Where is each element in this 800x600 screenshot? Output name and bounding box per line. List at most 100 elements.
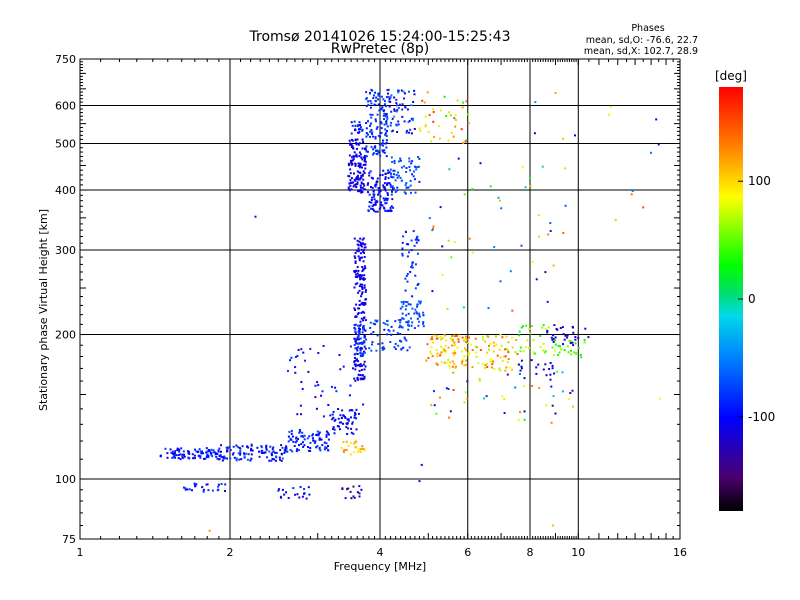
data-point <box>370 116 373 119</box>
data-point <box>471 251 474 254</box>
data-point <box>547 233 550 236</box>
data-point <box>406 301 409 304</box>
data-point <box>547 326 550 329</box>
data-point <box>452 351 455 354</box>
x-tick-label: 16 <box>673 546 687 559</box>
data-point <box>366 150 369 153</box>
data-point <box>206 483 209 486</box>
data-point <box>278 456 281 459</box>
data-point <box>408 160 411 163</box>
data-point <box>359 323 362 326</box>
data-point <box>326 431 329 434</box>
data-point <box>332 410 335 413</box>
data-point <box>307 449 310 452</box>
data-point <box>360 176 363 179</box>
data-point <box>373 209 375 212</box>
data-point <box>346 433 349 435</box>
data-point <box>432 111 435 113</box>
data-point <box>533 132 536 135</box>
data-point <box>362 325 365 328</box>
data-point <box>551 338 554 341</box>
data-point <box>359 337 362 340</box>
data-point <box>515 339 518 341</box>
data-point <box>453 341 456 344</box>
data-point <box>318 432 320 435</box>
data-point <box>173 454 176 457</box>
data-point <box>193 482 196 485</box>
data-point <box>379 195 382 198</box>
data-point <box>412 170 415 173</box>
data-point <box>342 422 344 425</box>
data-point <box>385 120 388 123</box>
data-point <box>428 217 431 220</box>
data-point <box>303 488 306 490</box>
data-point <box>379 190 382 193</box>
data-point <box>410 249 413 252</box>
data-point <box>549 378 552 381</box>
data-point <box>363 184 366 187</box>
data-point <box>352 155 355 158</box>
data-point <box>484 364 487 367</box>
data-point <box>401 103 404 106</box>
data-point <box>365 135 368 138</box>
data-point <box>205 456 208 458</box>
data-point <box>357 291 360 294</box>
data-point <box>417 324 420 327</box>
data-point <box>393 169 396 172</box>
data-point <box>361 191 364 193</box>
data-point <box>361 174 364 177</box>
data-point <box>358 364 361 366</box>
data-point <box>289 449 292 451</box>
data-point <box>222 456 225 459</box>
data-point <box>455 335 458 337</box>
data-point <box>476 346 478 349</box>
data-point <box>386 118 389 120</box>
data-point <box>203 457 205 460</box>
data-point <box>503 412 506 414</box>
data-point <box>350 121 353 124</box>
data-point <box>205 451 208 454</box>
data-point <box>418 314 421 317</box>
data-point <box>368 193 371 196</box>
data-point <box>347 427 350 430</box>
data-point <box>285 445 288 448</box>
data-point <box>385 146 388 149</box>
data-point <box>416 312 419 315</box>
data-point <box>208 450 211 453</box>
data-point <box>478 377 481 380</box>
data-point <box>387 169 390 172</box>
data-point <box>405 304 408 307</box>
data-point <box>354 309 357 311</box>
data-point <box>361 277 364 280</box>
y-tick-label: 500 <box>55 138 76 151</box>
data-point <box>433 404 436 407</box>
data-point <box>359 126 362 128</box>
data-point <box>361 447 364 450</box>
data-point <box>263 451 266 454</box>
data-point <box>400 159 402 162</box>
data-point <box>545 374 548 377</box>
data-point <box>498 199 501 202</box>
data-point <box>375 127 378 130</box>
data-point <box>359 328 361 331</box>
data-point <box>377 187 380 190</box>
data-point <box>436 352 439 355</box>
data-point <box>359 283 362 286</box>
data-point <box>302 351 305 354</box>
data-point <box>390 110 393 113</box>
data-point <box>345 449 348 451</box>
data-point <box>407 312 410 315</box>
data-point <box>218 455 221 457</box>
data-point <box>509 270 512 273</box>
data-point <box>387 92 389 95</box>
data-point <box>503 355 506 358</box>
data-point <box>159 455 162 458</box>
data-point <box>492 360 495 363</box>
data-point <box>361 445 364 448</box>
data-point <box>352 432 355 435</box>
data-point <box>373 94 375 97</box>
data-point <box>321 390 324 393</box>
data-point <box>377 151 380 154</box>
data-point <box>519 346 522 349</box>
data-point <box>288 430 291 433</box>
